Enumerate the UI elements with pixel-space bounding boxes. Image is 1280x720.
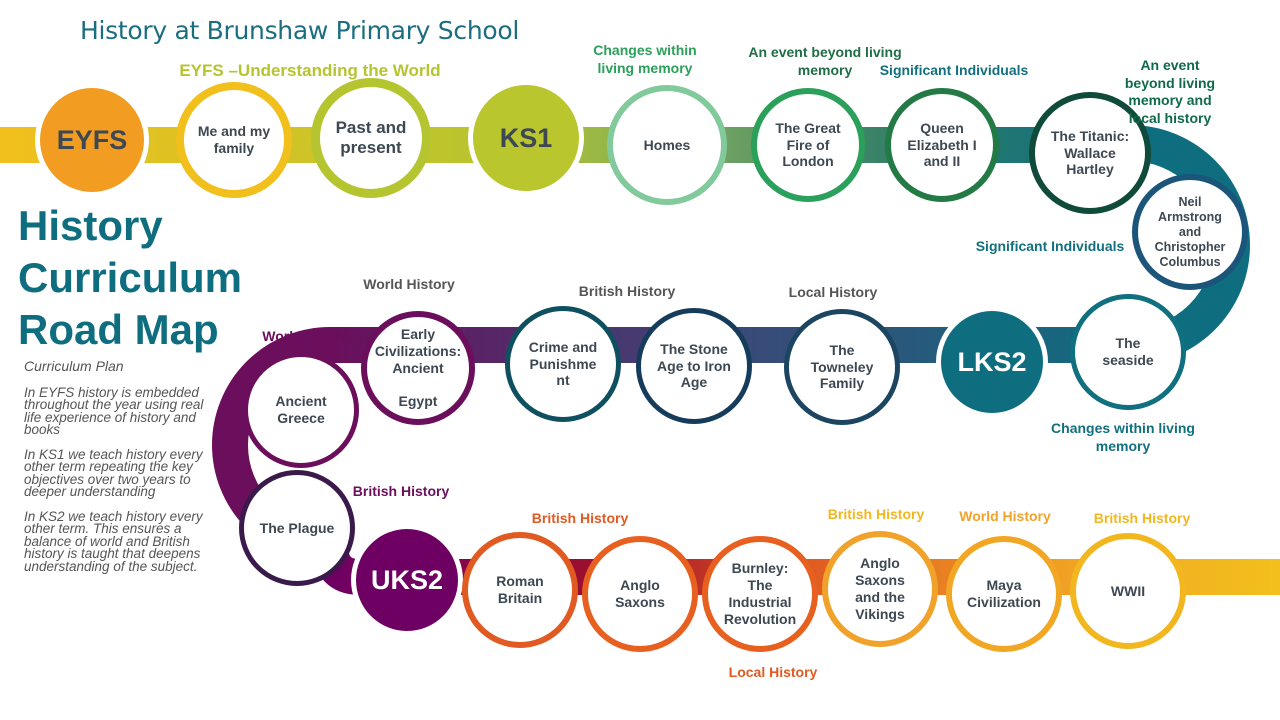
node-label: Early Civilizations: Ancient Egypt	[374, 326, 462, 410]
roadmap-node: EYFS	[40, 88, 144, 192]
node-label: Queen Elizabeth I and II	[907, 119, 977, 170]
node-label: Burnley: The Industrial Revolution	[723, 560, 797, 627]
topic-label: Local History	[728, 664, 818, 680]
node-label: Anglo Saxons and the Vikings	[855, 555, 905, 622]
roadmap-node: The Great Fire of London	[751, 88, 865, 202]
node-label: KS1	[499, 122, 553, 153]
topic-label: British History	[827, 506, 925, 522]
topic-label: World History	[959, 508, 1051, 524]
roadmap-node: Me and my family	[176, 82, 292, 198]
plan-paragraph: In EYFS history is embedded throughout t…	[24, 384, 204, 437]
topic-label: An event beyond living memory	[748, 44, 902, 78]
roadmap-node: Anglo Saxons and the Vikings	[822, 531, 938, 647]
roadmap-node: Crime and Punishme nt	[505, 306, 621, 422]
node-label: The Towneley Family	[810, 341, 874, 392]
roadmap-node: The Titanic: Wallace Hartley	[1029, 92, 1151, 214]
node-label: UKS2	[370, 564, 444, 595]
topic-label: Local History	[788, 284, 878, 300]
node-label: Ancient Greece	[275, 393, 327, 426]
plan-paragraph: In KS1 we teach history every other term…	[24, 446, 203, 499]
topic-label: British History	[531, 510, 629, 526]
topic-label: Significant Individuals	[975, 238, 1125, 254]
roadmap-node: WWII	[1070, 533, 1186, 649]
roadmap-node: The Stone Age to Iron Age	[636, 308, 752, 424]
topic-label: British History	[352, 483, 450, 499]
roadmap-node: The Towneley Family	[784, 309, 900, 425]
topic-label: Changes within living memory	[1051, 420, 1195, 454]
topic-label: British History	[1093, 510, 1191, 526]
node-label: EYFS	[56, 124, 128, 155]
topic-label: British History	[578, 283, 676, 299]
roadmap-node: Burnley: The Industrial Revolution	[702, 536, 818, 652]
node-label: Roman Britain	[496, 573, 544, 606]
node-label: LKS2	[957, 346, 1027, 377]
node-label: The Titanic: Wallace Hartley	[1050, 127, 1130, 178]
node-label: The Stone Age to Iron Age	[657, 340, 731, 391]
roadmap-node: Early Civilizations: Ancient Egypt	[361, 311, 475, 425]
roadmap-node: Roman Britain	[462, 532, 578, 648]
node-label: Past and present	[335, 117, 407, 157]
node-label: The Great Fire of London	[775, 119, 841, 170]
roadmap-node: Homes	[607, 85, 727, 205]
topic-label: An event beyond living memory and local …	[1124, 57, 1216, 126]
node-label: Anglo Saxons	[615, 577, 665, 610]
node-label: Maya Civilization	[967, 577, 1041, 610]
topic-label: World History	[363, 276, 455, 292]
roadmap-node: The seaside	[1070, 294, 1186, 410]
node-label: Crime and Punishme nt	[528, 338, 598, 389]
plan-heading: Curriculum Plan	[24, 358, 124, 374]
node-label: Homes	[643, 136, 691, 153]
curriculum-plan: Curriculum Plan In EYFS history is embed…	[24, 358, 224, 585]
plan-paragraph: In KS2 we teach history every other term…	[24, 508, 203, 574]
roadmap-node: LKS2	[941, 311, 1043, 413]
roadmap-node: The Plague	[239, 470, 355, 586]
topic-label: Changes within living memory	[593, 42, 697, 76]
roadmap-node: Past and present	[311, 78, 431, 198]
topic-label: Significant Individuals	[879, 62, 1029, 78]
topic-label: World History	[262, 328, 354, 344]
topic-label: EYFS –Understanding the World	[179, 61, 441, 80]
page-title: History Curriculum Road Map	[18, 202, 243, 353]
roadmap-node: KS1	[473, 85, 579, 191]
roadmap-node: Anglo Saxons	[582, 536, 698, 652]
node-label: The seaside	[1102, 335, 1154, 368]
roadmap-node: Ancient Greece	[243, 352, 359, 468]
node-label: Neil Armstrong and Christopher Columbus	[1154, 194, 1226, 269]
node-label: WWII	[1110, 582, 1146, 599]
roadmap-node: UKS2	[356, 529, 458, 631]
node-label: Me and my family	[197, 123, 271, 156]
roadmap-node: Queen Elizabeth I and II	[885, 88, 999, 202]
node-label: The Plague	[259, 519, 335, 536]
roadmap-node: Neil Armstrong and Christopher Columbus	[1132, 174, 1248, 290]
school-title: History at Brunshaw Primary School	[80, 16, 520, 45]
roadmap-node: Maya Civilization	[946, 536, 1062, 652]
